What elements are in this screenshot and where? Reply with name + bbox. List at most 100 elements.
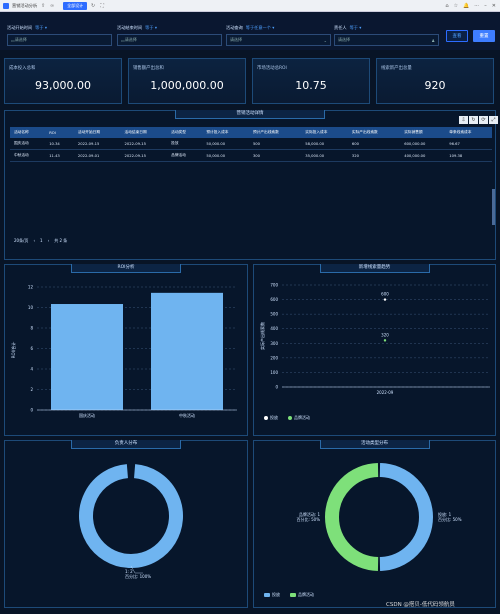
y-tick-label: 400 xyxy=(270,326,278,331)
table-header-cell[interactable]: 单条线索成本 xyxy=(445,127,492,138)
table-tools: ⇩ ↻ ⟳ ⤢ xyxy=(459,116,498,124)
table-cell: 300 xyxy=(248,149,302,162)
share-icon[interactable]: ⇪ xyxy=(41,2,46,9)
y-tick-label: 10 xyxy=(28,305,34,310)
table-cell: 品牌活动 xyxy=(167,149,203,162)
table-header-cell[interactable]: 预计产出线索数 xyxy=(248,127,302,138)
table-header-cell[interactable]: 活动开始日期 xyxy=(73,127,121,138)
filter-placeholder: 请选择 xyxy=(230,37,242,42)
page-number[interactable]: 1 xyxy=(40,238,43,243)
table-row[interactable]: 国庆活动 10.34 2022-09-15 2022-09-15 投放 50,000.00… xyxy=(10,138,492,150)
kpi-card: 线索新产出总量 920 xyxy=(376,58,494,104)
y-tick-label: 12 xyxy=(28,285,34,290)
slice-percent: 百分比: 100% xyxy=(125,573,151,579)
table-header-cell[interactable]: 活动类型 xyxy=(167,127,203,138)
filter-group: 活动查询 等于任意一个 ▾ 请选择 ⌄ xyxy=(226,25,331,46)
table-row[interactable]: 中秋活动 11.43 2022-09-01 2022-09-15 品牌活动 50,000.… xyxy=(10,149,492,162)
minimize-icon[interactable]: – xyxy=(484,2,487,9)
filter-input[interactable]: 请选择 ⌄ xyxy=(226,34,331,46)
table-cell: 11.43 xyxy=(45,149,74,162)
detail-table: 活动名称 ROI 活动开始日期 活动结束日期 活动类型 预计投入成本 预计产出线索数 实际投入… xyxy=(10,127,492,162)
filter-input[interactable]: 请选择 ♟ xyxy=(334,34,439,46)
legend-item[interactable]: 投放 xyxy=(264,415,278,421)
filter-label: 活动结束时间 等于 ▾ xyxy=(117,25,222,31)
lead-scatter-chart: 0 100 200 300 400 500 600 700 实际产出线索数 600 320 2022-… xyxy=(259,283,490,395)
fullscreen-icon[interactable]: ⛶ xyxy=(100,2,104,9)
filter-input[interactable]: ▭ 请选择 xyxy=(117,34,222,46)
point-label: 320 xyxy=(381,332,389,337)
legend-item[interactable]: 投放 xyxy=(264,592,280,598)
type-chart-panel: 活动类型分布 投放: 1 百分比: 50% 品牌活动: 1 百分比: 50% 投放 品牌… xyxy=(253,440,496,608)
table-cell: 国庆活动 xyxy=(10,138,46,150)
filter-operator[interactable]: 等于 ▾ xyxy=(349,25,362,30)
design-button[interactable]: 全部设计 xyxy=(63,1,88,10)
calendar-icon: ▭ xyxy=(11,37,15,43)
x-tick-label: 2022-09 xyxy=(377,390,394,395)
table-cell: 320 xyxy=(347,149,401,162)
filter-placeholder: 请选择 xyxy=(14,37,27,42)
prev-page-icon[interactable]: ‹ xyxy=(33,238,36,243)
home-icon[interactable]: ⌂ xyxy=(445,2,449,9)
y-tick-label: 8 xyxy=(30,326,33,331)
table-scrollbar[interactable] xyxy=(492,189,495,225)
table-header-cell[interactable]: 实际投入成本 xyxy=(301,127,348,138)
total-count: 共 2 条 xyxy=(54,238,68,243)
kpi-title: 成本投入总和 xyxy=(9,66,36,71)
table-header-cell[interactable]: 实际销售额 xyxy=(400,127,446,138)
table-cell: 2022-09-15 xyxy=(73,138,121,150)
y-tick-label: 6 xyxy=(30,346,33,351)
roi-chart-panel: ROI分析 0 2 4 6 8 10 12 ROI/合计 国庆活动 中秋活动 xyxy=(4,264,248,436)
table-header-cell[interactable]: 活动结束日期 xyxy=(120,127,168,138)
table-title: 营销活动详情 xyxy=(175,110,325,119)
kpi-title: 线索新产出总量 xyxy=(381,66,412,71)
x-tick-label: 中秋活动 xyxy=(179,412,195,418)
table-cell: 600,000.00 xyxy=(400,138,446,150)
filter-operator[interactable]: 等于 ▾ xyxy=(145,25,157,30)
slice-percent: 百分比: 50% xyxy=(438,516,462,522)
point-label: 600 xyxy=(381,292,389,297)
table-header-cell[interactable]: 活动名称 xyxy=(10,127,46,138)
filter-label-text: 活动开始时间 xyxy=(7,25,33,30)
legend-swatch-icon xyxy=(264,593,270,597)
kpi-title: 销售额产出总和 xyxy=(133,66,164,71)
kpi-title: 市场活动总ROI xyxy=(257,66,287,71)
filter-operator[interactable]: 等于任意一个 ▾ xyxy=(245,25,275,30)
refresh-table-icon[interactable]: ↻ xyxy=(469,116,478,124)
more-icon[interactable]: ⋯ xyxy=(474,2,480,9)
filter-label-text: 活动结束时间 xyxy=(117,25,143,30)
detail-table-panel: 营销活动详情 活动名称 ROI 活动开始日期 活动结束日期 活动类型 预计投入成本 预计产出… xyxy=(4,110,496,260)
next-page-icon[interactable]: › xyxy=(47,238,50,243)
refresh-icon[interactable]: ↻ xyxy=(91,2,96,9)
reload-icon[interactable]: ⟳ xyxy=(479,116,488,124)
y-tick-label: 700 xyxy=(270,283,278,288)
y-tick-label: 600 xyxy=(270,297,278,302)
table-header-cell[interactable]: 实际产出线索数 xyxy=(347,127,401,138)
app-logo-icon xyxy=(3,2,9,9)
page-size-select[interactable]: 20条/页 xyxy=(14,238,29,243)
y-tick-label: 200 xyxy=(270,355,278,360)
legend-item[interactable]: 品牌活动 xyxy=(288,415,310,421)
table-header-cell[interactable]: 预计投入成本 xyxy=(202,127,249,138)
legend-swatch-icon xyxy=(290,593,296,597)
y-tick-label: 100 xyxy=(270,370,278,375)
query-button[interactable]: 查看 xyxy=(446,30,468,42)
bookmark-icon[interactable]: ☆ xyxy=(453,2,459,9)
reset-button[interactable]: 重置 xyxy=(473,30,495,42)
table-cell: 10.34 xyxy=(45,138,74,150)
link-icon[interactable]: ∞ xyxy=(50,2,55,9)
expand-icon[interactable]: ⤢ xyxy=(489,116,498,124)
pagination: 20条/页 ‹ 1 › 共 2 条 xyxy=(14,238,67,244)
close-icon[interactable]: ✕ xyxy=(491,2,496,9)
filter-operator[interactable]: 等于 ▾ xyxy=(35,25,47,30)
export-icon[interactable]: ⇩ xyxy=(459,116,468,124)
table-cell: 中秋活动 xyxy=(10,149,46,162)
legend-item[interactable]: 品牌活动 xyxy=(290,592,314,598)
notification-icon[interactable]: 🔔 xyxy=(463,2,470,9)
table-cell: 400,000.00 xyxy=(400,149,446,162)
table-cell: 35,000.00 xyxy=(301,149,348,162)
type-legend: 投放 品牌活动 xyxy=(264,592,314,598)
filter-input[interactable]: ▭ 请选择 xyxy=(7,34,112,46)
table-header-cell[interactable]: ROI xyxy=(45,127,74,138)
